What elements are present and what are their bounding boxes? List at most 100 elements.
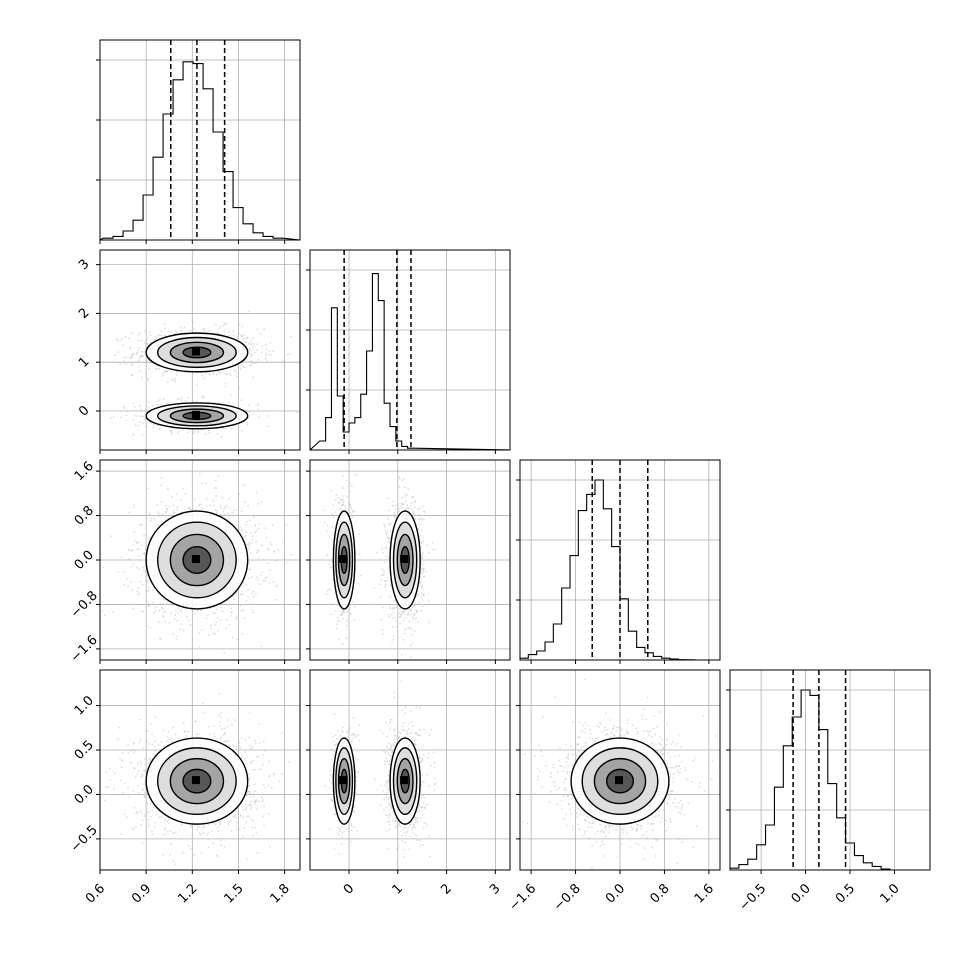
sample-point — [253, 595, 255, 598]
sample-point — [358, 533, 361, 535]
sample-point — [191, 699, 194, 702]
sample-point — [337, 619, 340, 622]
sample-point — [131, 826, 134, 829]
sample-point — [330, 566, 332, 569]
sample-point — [135, 825, 137, 828]
sample-point — [404, 507, 407, 510]
sample-point — [255, 362, 258, 364]
sample-point — [251, 362, 254, 365]
sample-point — [198, 472, 201, 475]
sample-point — [396, 469, 398, 471]
sample-point — [380, 548, 383, 550]
sample-point — [392, 617, 394, 620]
sample-point — [352, 601, 355, 603]
sample-point — [161, 513, 164, 516]
sample-point — [420, 517, 423, 520]
sample-point — [384, 546, 387, 548]
sample-point — [410, 508, 413, 511]
sample-point — [144, 547, 147, 550]
sample-point — [187, 396, 190, 399]
sample-point — [137, 587, 140, 589]
sample-point — [155, 368, 158, 370]
sample-point — [419, 523, 422, 526]
sample-point — [193, 612, 196, 615]
sample-point — [250, 576, 253, 578]
sample-point — [267, 353, 270, 356]
sample-point — [417, 507, 420, 510]
sample-point — [152, 601, 154, 604]
sample-point — [115, 338, 118, 340]
sample-point — [149, 330, 151, 333]
sample-point — [146, 625, 149, 627]
sample-point — [175, 371, 178, 373]
sample-point — [245, 523, 248, 526]
sample-point — [393, 606, 396, 609]
sample-point — [189, 329, 192, 332]
sample-point — [218, 327, 220, 330]
joint-panel-2-1 — [306, 459, 511, 667]
sample-point — [250, 603, 252, 605]
sample-point — [270, 543, 273, 546]
sample-point — [169, 843, 172, 845]
sample-point — [182, 487, 185, 490]
y-tick-label: 0.8 — [72, 503, 97, 528]
sample-point — [404, 632, 407, 635]
sample-point — [132, 352, 135, 355]
sample-point — [135, 361, 138, 364]
sample-point — [253, 795, 255, 798]
sample-point — [200, 629, 203, 632]
sample-point — [172, 379, 175, 381]
sample-point — [116, 339, 119, 342]
sample-point — [166, 735, 169, 738]
sample-point — [207, 633, 210, 636]
sample-point — [260, 501, 263, 504]
sample-point — [117, 361, 120, 364]
sample-point — [137, 424, 140, 427]
sample-point — [138, 555, 141, 557]
sample-point — [230, 427, 232, 430]
sample-point — [252, 412, 255, 415]
sample-point — [196, 384, 199, 386]
sample-point — [205, 617, 208, 620]
sample-point — [151, 833, 154, 836]
sample-point — [128, 348, 131, 350]
sample-point — [325, 530, 328, 533]
sample-point — [228, 401, 231, 404]
sample-point — [420, 609, 422, 612]
panel-frame — [519, 459, 721, 661]
sample-point — [149, 519, 152, 522]
sample-point — [388, 523, 391, 526]
sample-point — [413, 630, 416, 633]
sample-point — [177, 607, 180, 609]
sample-point — [255, 831, 258, 834]
sample-point — [276, 584, 279, 587]
sample-point — [419, 581, 422, 583]
sample-point — [248, 541, 251, 544]
sample-point — [120, 556, 123, 559]
sample-point — [147, 379, 150, 381]
sample-point — [142, 361, 145, 363]
sample-point — [198, 505, 200, 507]
sample-point — [414, 501, 416, 504]
sample-point — [214, 632, 217, 635]
sample-point — [220, 712, 223, 715]
sample-point — [358, 553, 361, 556]
sample-point — [410, 633, 413, 636]
sample-point — [166, 508, 168, 511]
sample-point — [192, 321, 195, 324]
sample-point — [236, 810, 239, 813]
sample-point — [333, 516, 335, 519]
sample-point — [241, 363, 243, 366]
sample-point — [387, 613, 390, 616]
sample-point — [149, 334, 152, 337]
sample-point — [325, 554, 328, 556]
sample-point — [201, 396, 204, 399]
sample-point — [252, 768, 255, 771]
sample-point — [414, 665, 416, 667]
sample-point — [254, 826, 257, 829]
sample-point — [417, 518, 420, 520]
sample-point — [398, 486, 401, 488]
sample-point — [328, 536, 331, 539]
sample-point — [153, 611, 155, 614]
sample-point — [189, 847, 192, 850]
